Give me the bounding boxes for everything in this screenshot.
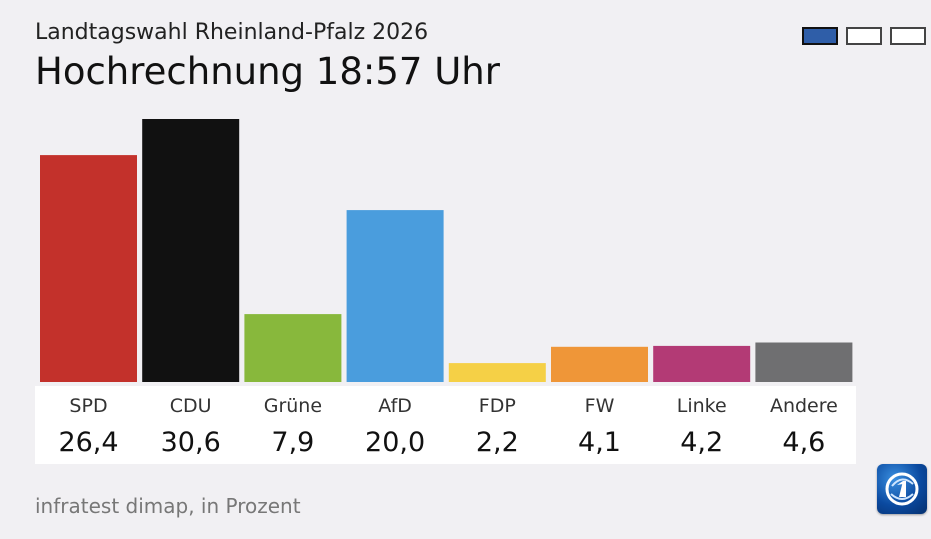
category-label: Andere <box>770 395 838 417</box>
chart-title: Hochrechnung 18:57 Uhr <box>35 50 500 93</box>
category-label: Linke <box>677 395 727 417</box>
category-label: AfD <box>378 395 412 417</box>
pager-slide-3[interactable] <box>890 27 926 45</box>
pager-slide-1[interactable] <box>802 27 838 45</box>
value-label: 2,2 <box>476 427 519 458</box>
ard-logo-graphic <box>885 472 919 506</box>
category-label: SPD <box>69 395 107 417</box>
value-label: 4,2 <box>680 427 723 458</box>
bar-fw[interactable] <box>551 346 648 382</box>
bar-linke[interactable] <box>653 345 751 382</box>
slide-pager <box>802 27 926 45</box>
value-label: 4,1 <box>578 427 621 458</box>
bar-andere[interactable] <box>755 342 853 383</box>
value-label: 7,9 <box>271 427 314 458</box>
label-panel <box>35 386 856 464</box>
category-label: FW <box>585 395 615 417</box>
value-label: 20,0 <box>365 427 425 458</box>
bar-afd[interactable] <box>346 210 444 382</box>
category-label: FDP <box>479 395 516 417</box>
bar-cdu[interactable] <box>142 119 240 382</box>
category-label: CDU <box>170 395 212 417</box>
ard-logo-icon[interactable] <box>877 464 927 514</box>
value-label: 26,4 <box>58 427 118 458</box>
chart-subtitle: Landtagswahl Rheinland-Pfalz 2026 <box>35 20 429 45</box>
pager-slide-2[interactable] <box>846 27 882 45</box>
bar-spd[interactable] <box>40 155 137 382</box>
bar-fdp[interactable] <box>448 363 546 382</box>
value-label: 4,6 <box>782 427 825 458</box>
bar-chart: SPD 26,4 CDU 30,6 Grüne 7,9 AfD 20,0 FDP 2,2 FW 4,1… <box>35 119 856 464</box>
source-note: infratest dimap, in Prozent <box>35 494 301 518</box>
bar-gr-ne[interactable] <box>244 314 342 382</box>
value-label: 30,6 <box>161 427 221 458</box>
category-label: Grüne <box>264 395 322 417</box>
